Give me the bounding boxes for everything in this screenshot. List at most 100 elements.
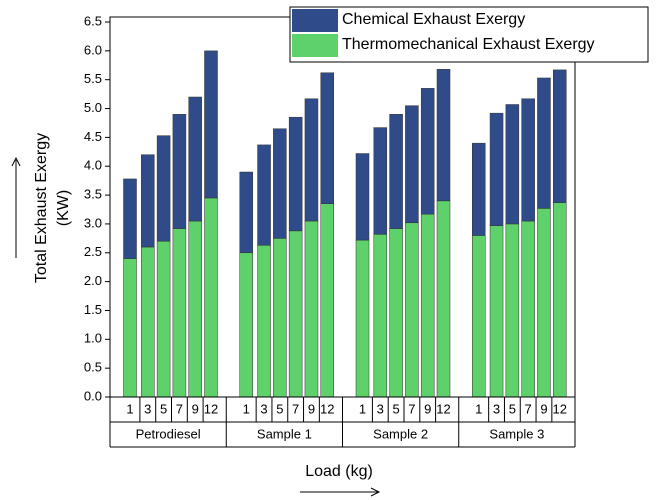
bar-segment (172, 114, 187, 229)
x-tick-label: 5 (276, 401, 283, 416)
bar-segment (304, 220, 319, 398)
bar-segment (489, 112, 504, 226)
y-tick-label: 2.0 (84, 273, 102, 288)
bar-segment (537, 208, 551, 398)
bar-segment (320, 203, 334, 398)
bar-segment (489, 225, 504, 398)
bar-segment (188, 220, 202, 398)
group-label: Sample 2 (373, 426, 428, 441)
y-tick-label: 3.0 (84, 215, 102, 230)
x-tick-label: 3 (260, 401, 267, 416)
x-tick-label: 1 (475, 401, 482, 416)
y-tick-label: 4.5 (84, 129, 102, 144)
x-tick-label: 5 (160, 401, 167, 416)
bar-segment (156, 240, 171, 398)
x-tick-label: 7 (525, 401, 532, 416)
bar-segment (420, 213, 435, 398)
y-tick-label: 1.5 (84, 302, 102, 317)
y-arrow-head (11, 156, 21, 167)
x-tick-label: 12 (320, 401, 334, 416)
legend-swatch (292, 34, 338, 57)
y-axis-title: Total Exhaust Exergy (33, 133, 50, 283)
bar-segment (204, 50, 218, 199)
x-tick-label: 9 (424, 401, 431, 416)
bar-segment (172, 228, 187, 398)
bar-segment (239, 171, 253, 254)
bar-segment (373, 127, 388, 235)
x-tick-label: 9 (540, 401, 547, 416)
bar-segment (273, 128, 287, 239)
x-tick-label: 3 (377, 401, 384, 416)
y-axis-title: (KW) (55, 190, 72, 226)
y-tick-label: 3.5 (84, 187, 102, 202)
bar-segment (472, 235, 486, 398)
x-tick-label: 1 (359, 401, 366, 416)
group-label: Sample 3 (489, 426, 544, 441)
bar-segment (273, 238, 287, 398)
x-tick-label: 7 (408, 401, 415, 416)
bar-segment (553, 202, 567, 398)
x-tick-label: 9 (308, 401, 315, 416)
bar-segment (257, 144, 271, 246)
x-tick-label: 7 (176, 401, 183, 416)
y-tick-label: 4.0 (84, 158, 102, 173)
x-tick-label: 1 (243, 401, 250, 416)
bar-segment (389, 114, 403, 229)
bar-segment (239, 252, 253, 398)
group-label: Petrodiesel (136, 426, 201, 441)
bar-segment (553, 69, 567, 203)
x-tick-label: 12 (204, 401, 218, 416)
y-tick-label: 6.0 (84, 42, 102, 57)
legend-box (289, 6, 649, 63)
bar-segment (204, 197, 218, 398)
bar-segment (436, 200, 451, 398)
legend-swatch (292, 9, 338, 32)
y-tick-label: 5.5 (84, 71, 102, 86)
bar-segment (123, 178, 137, 259)
bar-segment (472, 142, 486, 236)
bar-segment (188, 96, 202, 222)
bar-segment (405, 105, 419, 224)
x-tick-label: 9 (192, 401, 199, 416)
bar-segment (141, 246, 155, 398)
bar-segment (355, 239, 370, 398)
x-tick-label: 12 (436, 401, 450, 416)
bar-segment (355, 153, 370, 241)
bar-segment (420, 88, 435, 215)
x-tick-label: 3 (144, 401, 151, 416)
bar-segment (156, 135, 171, 242)
bar-segment (320, 72, 334, 204)
x-tick-label: 7 (292, 401, 299, 416)
x-tick-label: 5 (392, 401, 399, 416)
bar-segment (373, 234, 388, 398)
bar-segment (436, 69, 451, 202)
y-tick-label: 0.0 (84, 388, 102, 403)
group-label: Sample 1 (257, 426, 312, 441)
y-tick-label: 0.5 (84, 360, 102, 375)
bar-segment (389, 228, 403, 398)
x-arrow-head (370, 487, 381, 497)
bar-segment (304, 98, 319, 222)
y-tick-label: 5.0 (84, 100, 102, 115)
bar-segment (521, 220, 535, 398)
legend-label: Chemical Exhaust Exergy (342, 11, 525, 28)
legend-label: Thermomechanical Exhaust Exergy (342, 36, 595, 53)
bar-segment (123, 258, 137, 398)
bar-segment (505, 104, 520, 225)
x-tick-label: 1 (126, 401, 133, 416)
y-tick-label: 2.5 (84, 244, 102, 259)
bar-segment (257, 245, 271, 398)
bar-segment (141, 154, 155, 248)
bar-segment (288, 230, 303, 398)
x-tick-label: 12 (553, 401, 567, 416)
bar-segment (405, 222, 419, 398)
x-tick-label: 3 (493, 401, 500, 416)
y-tick-label: 6.5 (84, 13, 102, 28)
bar-segment (505, 223, 520, 398)
bar-segment (288, 116, 303, 232)
bar-segment (521, 98, 535, 222)
y-tick-label: 1.0 (84, 331, 102, 346)
bar-segment (537, 77, 551, 209)
x-axis-title: Load (kg) (305, 463, 373, 480)
